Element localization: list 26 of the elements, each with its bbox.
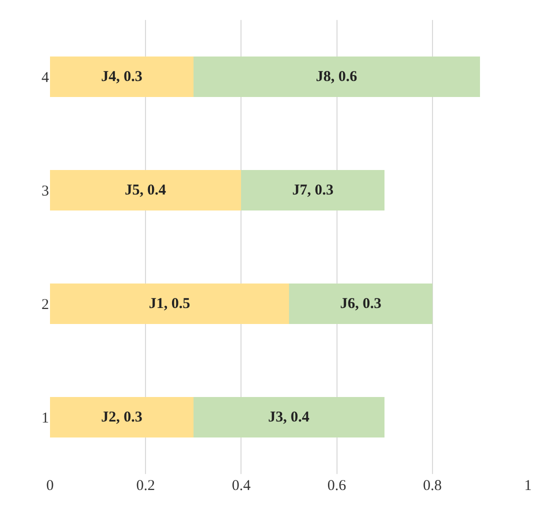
bar [289,283,432,324]
bar [193,396,385,438]
data-label: J6, 0.3 [340,296,382,312]
x-tick-label: 0 [46,478,54,494]
data-label: J3, 0.4 [268,409,310,426]
y-tick-label: 4 [42,70,50,86]
bar [50,396,194,438]
data-label: J5, 0.4 [124,182,166,198]
data-label: J1, 0.5 [148,296,190,312]
bar [50,170,242,211]
x-tick-label: 0.2 [136,478,155,494]
data-label: J8, 0.6 [316,68,358,85]
data-label: J2, 0.3 [101,409,142,426]
x-tick-label: 0.6 [327,478,347,494]
bar [50,283,289,324]
bar [193,56,480,98]
data-label: J7, 0.3 [292,182,334,198]
data-label: J4, 0.3 [101,68,142,85]
y-tick-label: 2 [42,297,49,313]
x-tick-label: 0.8 [423,478,442,494]
x-tick-label: 0.4 [232,478,252,494]
bar [50,56,194,98]
x-tick-label: 1 [524,478,532,494]
bar [241,170,385,211]
y-tick-label: 1 [42,410,49,426]
y-tick-label: 3 [42,184,49,200]
